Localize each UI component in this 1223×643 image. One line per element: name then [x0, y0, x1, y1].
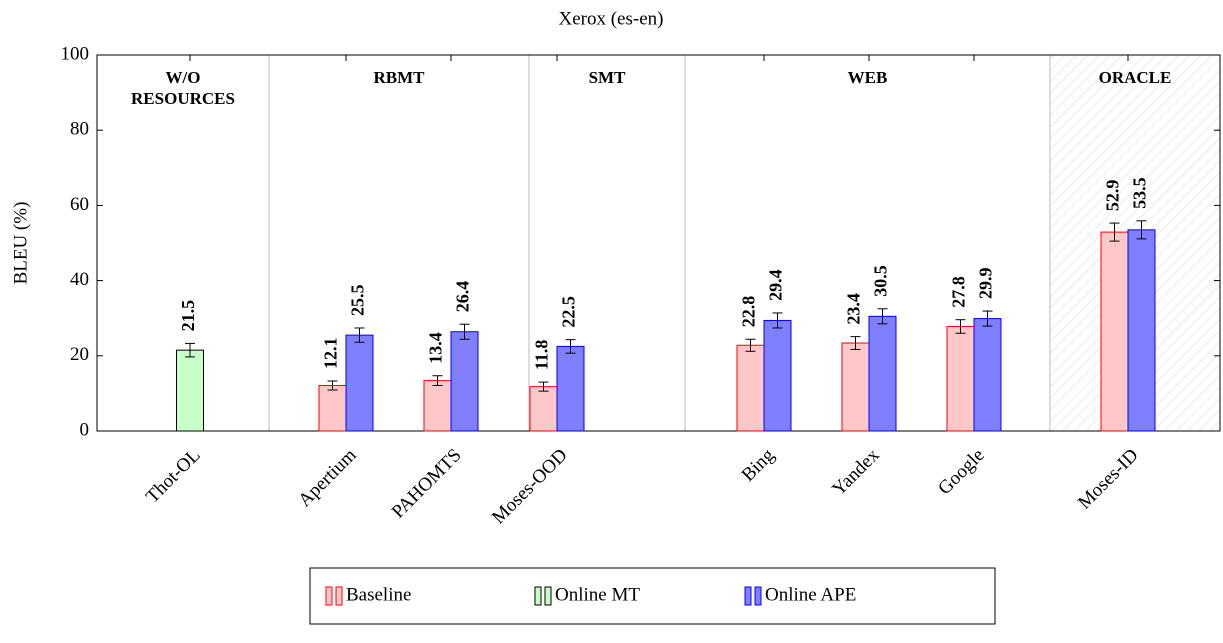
chart-title: Xerox (es-en)	[559, 8, 664, 29]
bar	[973, 318, 1002, 432]
bar	[450, 331, 479, 432]
value-label: 26.4	[453, 281, 473, 313]
bar	[736, 344, 765, 432]
value-label: 27.8	[949, 276, 969, 308]
error-bar	[1136, 220, 1147, 240]
group-label: WEB	[848, 68, 888, 87]
y-tick-label: 40	[70, 269, 89, 290]
x-tick-label: Bing	[738, 444, 779, 485]
x-tick-label: PAHOMTS	[388, 445, 466, 523]
bar	[868, 315, 897, 432]
error-bar	[772, 312, 783, 329]
group-label: ORACLE	[1099, 68, 1172, 87]
error-bar	[982, 310, 993, 327]
legend-swatch	[544, 586, 552, 606]
x-tick-label: Moses-ID	[1074, 445, 1143, 514]
bar	[176, 349, 204, 432]
bar	[318, 385, 347, 432]
error-bar	[432, 375, 443, 387]
value-label: 53.5	[1130, 177, 1150, 209]
value-label: 13.4	[426, 332, 446, 364]
error-bar	[185, 342, 195, 358]
legend-swatch	[744, 586, 752, 606]
bar	[345, 334, 374, 432]
value-label: 21.5	[178, 300, 198, 332]
bar	[841, 342, 870, 432]
bar	[529, 386, 558, 432]
error-bar	[459, 323, 470, 340]
value-label: 30.5	[871, 265, 891, 297]
error-bar	[565, 339, 576, 354]
y-tick-label: 60	[70, 194, 89, 215]
legend-box	[309, 567, 996, 625]
value-label: 25.5	[348, 284, 368, 316]
error-bar	[1109, 222, 1120, 242]
group-label: SMT	[589, 68, 627, 87]
group-label: RBMT	[374, 68, 426, 87]
bar	[423, 380, 452, 432]
group-label: W/O	[166, 68, 201, 87]
x-tick-label: Google	[934, 445, 988, 499]
y-axis-label: BLEU (%)	[10, 202, 31, 285]
bar	[1127, 229, 1156, 432]
error-bar	[850, 336, 861, 350]
group-label: RESOURCES	[131, 89, 235, 108]
error-bar	[354, 327, 365, 343]
y-tick-label: 80	[70, 119, 89, 140]
x-tick-label: Apertium	[294, 445, 360, 511]
error-bar	[955, 319, 966, 334]
legend-swatch	[335, 586, 343, 606]
legend-label: Online APE	[765, 584, 856, 605]
error-bar	[745, 338, 756, 352]
value-label: 23.4	[844, 293, 864, 325]
y-tick-label: 100	[61, 43, 90, 64]
x-tick-label: Moses-OOD	[488, 445, 572, 529]
plot-frame	[96, 54, 1221, 432]
legend-swatch	[754, 586, 762, 606]
legend-label: Baseline	[346, 584, 411, 605]
legend-swatch	[325, 586, 333, 606]
error-bar	[538, 381, 549, 392]
y-tick-label: 0	[80, 419, 90, 440]
legend-swatch	[534, 586, 542, 606]
x-tick-label: Thot-OL	[142, 445, 205, 508]
value-label: 22.8	[739, 296, 759, 328]
value-label: 12.1	[321, 337, 341, 369]
value-label: 11.8	[532, 340, 552, 371]
y-tick-label: 20	[70, 344, 89, 365]
value-label: 29.4	[766, 269, 786, 301]
x-tick-label: Yandex	[828, 444, 884, 500]
error-bar	[327, 380, 338, 391]
legend-label: Online MT	[555, 584, 640, 605]
value-label: 52.9	[1103, 180, 1123, 212]
bar	[763, 319, 792, 432]
error-bar	[877, 308, 888, 325]
value-label: 29.9	[976, 268, 996, 300]
bar	[556, 345, 585, 432]
bar	[946, 325, 975, 432]
bar	[1100, 231, 1129, 432]
value-label: 22.5	[559, 296, 579, 328]
